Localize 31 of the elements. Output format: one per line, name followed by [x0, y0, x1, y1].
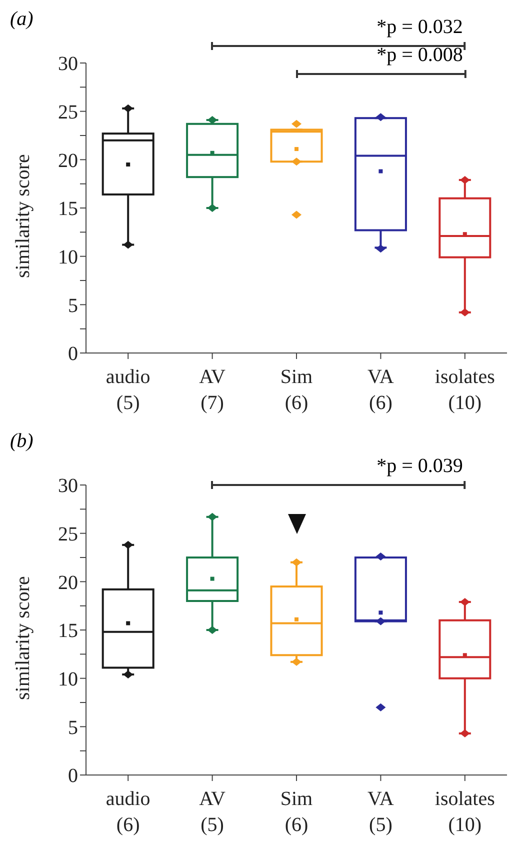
- y-tick-label: 25: [58, 523, 78, 546]
- y-tick-label: 30: [58, 475, 78, 498]
- x-tick-label: AV (7): [199, 366, 226, 414]
- y-tick-label: 5: [68, 294, 78, 317]
- text: *p = 0.032: [376, 16, 463, 39]
- chart-title: (a): [10, 8, 34, 31]
- x-tick-label: audio (5): [106, 366, 150, 414]
- x-tick-label: VA (5): [368, 788, 394, 836]
- y-axis-title: similarity score: [12, 576, 34, 700]
- x-tick-label: Sim (6): [280, 788, 314, 836]
- x-tick-label: AV (5): [199, 788, 226, 836]
- y-tick-label: 5: [68, 716, 78, 739]
- y-tick-label: 25: [58, 101, 78, 124]
- y-tick-label: 0: [68, 765, 78, 788]
- y-tick-label: 10: [58, 668, 78, 690]
- y-axis-title: similarity score: [12, 154, 34, 278]
- x-tick-label: Sim (6): [280, 366, 314, 414]
- y-tick-label: 0: [68, 343, 78, 366]
- text: *p = 0.039: [376, 455, 463, 478]
- y-tick-label: 20: [58, 150, 78, 172]
- x-tick-label: audio (6): [106, 788, 150, 836]
- y-tick-label: 15: [58, 198, 78, 220]
- x-tick-label: VA (6): [368, 366, 394, 414]
- y-tick-label: 20: [58, 572, 78, 594]
- y-tick-label: 10: [58, 246, 78, 268]
- x-tick-label: isolates (10): [434, 366, 496, 414]
- y-tick-label: 30: [58, 53, 78, 76]
- chart-title: (b): [10, 430, 34, 453]
- x-tick-label: isolates (10): [434, 788, 496, 836]
- annotation: *p = 0.008: [376, 44, 463, 67]
- y-tick-label: 15: [58, 620, 78, 642]
